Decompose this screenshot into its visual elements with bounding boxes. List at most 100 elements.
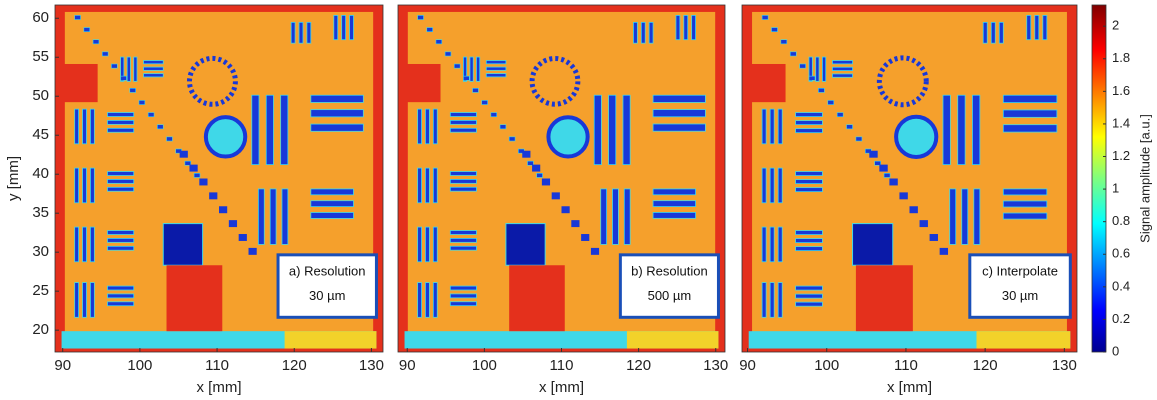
image-region	[977, 331, 1071, 348]
y-tick-label: 60	[32, 9, 49, 26]
image-region	[252, 95, 259, 164]
x-tick-label: 90	[54, 357, 71, 374]
image-region	[311, 213, 354, 219]
image-region	[450, 238, 476, 242]
image-region	[93, 40, 99, 44]
image-region	[623, 95, 630, 164]
image-region	[522, 151, 530, 158]
image-region	[107, 187, 133, 191]
colorbar-tick-label: 0.8	[1112, 213, 1130, 228]
x-tick-label: 120	[626, 357, 651, 374]
image-region	[796, 294, 823, 298]
x-axis-label: x [mm]	[197, 379, 242, 396]
image-region	[107, 286, 133, 290]
image-region	[209, 192, 217, 199]
image-region	[796, 121, 823, 125]
image-region	[676, 15, 680, 39]
annotation: b) Resolution	[631, 264, 708, 279]
image-region	[491, 113, 497, 117]
image-region	[270, 189, 276, 245]
image-region	[401, 64, 440, 102]
y-tick-label: 50	[32, 87, 49, 104]
image-region	[90, 283, 94, 318]
image-region	[75, 15, 81, 19]
colorbar	[1092, 5, 1106, 352]
image-region	[999, 22, 1003, 43]
image-region	[450, 120, 476, 124]
y-axis-label: y [mm]	[5, 156, 22, 201]
x-tick-label: 100	[814, 357, 839, 374]
colorbar-label: Signal amplitude [a.u.]	[1137, 114, 1152, 243]
image-region	[1027, 15, 1031, 39]
image-region	[258, 189, 264, 245]
image-region	[653, 124, 705, 131]
image-region	[342, 15, 346, 39]
x-tick-label: 130	[703, 357, 728, 374]
image-region	[127, 57, 130, 81]
x-axis-label: x [mm]	[539, 379, 584, 396]
annotation: 30 µm	[1002, 288, 1038, 303]
image-region	[627, 331, 719, 348]
image-region	[762, 227, 766, 262]
image-region	[509, 265, 565, 331]
annotation: c) Interpolate	[982, 264, 1058, 279]
image-region	[594, 95, 601, 164]
image-region	[796, 113, 823, 117]
image-region	[75, 109, 79, 144]
x-tick-label: 110	[205, 357, 229, 374]
image-region	[167, 137, 173, 141]
image-region	[778, 168, 782, 203]
image-region	[350, 15, 354, 39]
image-region	[828, 100, 834, 104]
image-region	[450, 187, 476, 191]
image-region	[107, 302, 133, 306]
image-region	[972, 95, 979, 164]
image-region	[121, 76, 127, 80]
image-region	[107, 128, 133, 132]
image-region	[463, 76, 469, 80]
image-region	[771, 28, 777, 32]
image-region	[107, 179, 133, 183]
image-region	[470, 57, 473, 81]
image-region	[991, 22, 995, 43]
image-region	[107, 231, 133, 235]
image-region	[83, 283, 87, 318]
annotation: a) Resolution	[289, 264, 366, 279]
figure: 90100110120130202530354045505560x [mm]y …	[0, 0, 1157, 400]
image-region	[83, 227, 87, 262]
image-region	[837, 113, 843, 117]
image-region	[90, 227, 94, 262]
image-region	[1003, 213, 1047, 219]
image-region	[770, 168, 774, 203]
image-region	[107, 120, 133, 124]
image-region	[770, 109, 774, 144]
image-region	[796, 302, 823, 306]
image-region	[167, 265, 223, 331]
image-region	[311, 189, 354, 195]
image-region	[148, 113, 154, 117]
image-region	[684, 15, 688, 39]
image-region	[450, 286, 476, 290]
colorbar-tick-label: 1.6	[1112, 83, 1130, 98]
image-region	[889, 179, 897, 186]
image-region	[1003, 189, 1047, 195]
image-region	[509, 137, 515, 141]
image-region	[418, 283, 422, 318]
image-region	[796, 129, 823, 133]
image-region	[930, 234, 938, 241]
image-region	[266, 95, 273, 164]
image-region	[920, 220, 928, 227]
image-region	[796, 180, 823, 184]
image-region	[219, 206, 227, 213]
image-region	[486, 74, 506, 77]
image-region	[500, 125, 506, 129]
image-region	[90, 109, 94, 144]
image-region	[822, 57, 825, 81]
x-tick-label: 120	[282, 357, 307, 374]
image-region	[552, 192, 560, 199]
x-tick-label: 110	[550, 357, 574, 374]
image-region	[778, 227, 782, 262]
image-region	[856, 137, 862, 141]
image-region	[144, 74, 164, 77]
image-region	[818, 88, 824, 92]
